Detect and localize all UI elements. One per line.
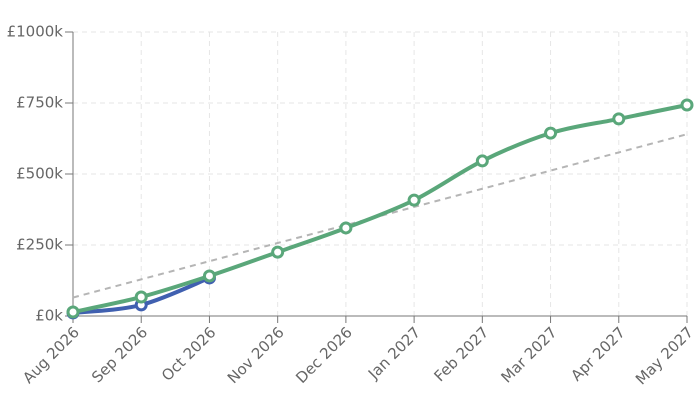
x-tick-label: Jan 2027	[364, 323, 424, 383]
point	[544, 126, 558, 140]
x-tick-label: Sep 2026	[88, 323, 151, 386]
point	[202, 269, 216, 283]
point	[407, 193, 421, 207]
x-tick-label: Oct 2026	[158, 323, 219, 384]
x-tick-label: May 2027	[632, 323, 697, 388]
point	[271, 245, 285, 259]
point	[680, 98, 694, 112]
series-line	[72, 103, 688, 314]
point	[134, 290, 148, 304]
point	[475, 154, 489, 168]
y-tick-label: £500k	[16, 165, 63, 183]
y-tick-label: £750k	[16, 94, 63, 112]
point	[66, 305, 80, 319]
x-tick-label: Nov 2026	[224, 323, 288, 387]
y-tick-label: £1000k	[7, 23, 64, 41]
x-tick-label: Feb 2027	[430, 323, 492, 385]
x-tick-label: Dec 2026	[292, 323, 356, 387]
trend-line	[72, 133, 688, 299]
x-tick-label: Aug 2026	[19, 323, 83, 387]
point	[339, 221, 353, 235]
y-tick-label: £250k	[16, 236, 63, 254]
point	[612, 112, 626, 126]
x-tick-label: Apr 2027	[567, 323, 628, 384]
y-tick-label: £0k	[35, 307, 63, 325]
x-tick-label: Mar 2027	[497, 323, 560, 386]
